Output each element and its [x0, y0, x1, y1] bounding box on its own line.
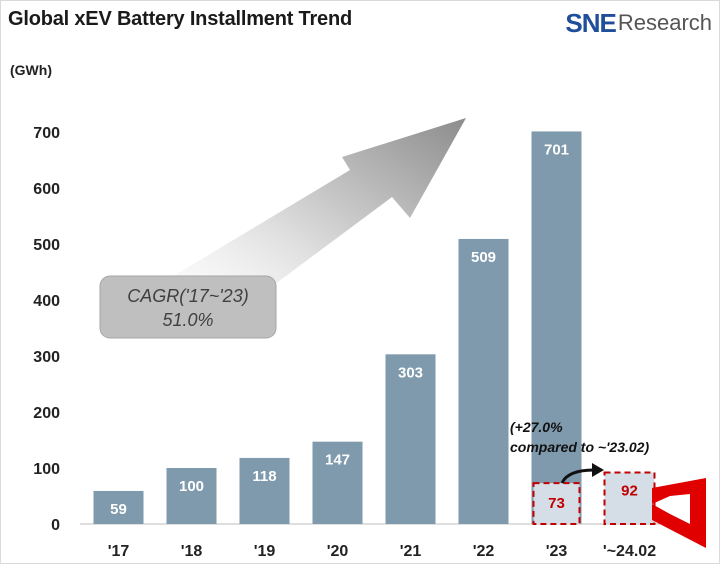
x-tick-label: '22	[473, 543, 495, 560]
bar-value-label: 147	[325, 452, 350, 469]
bar-value-label: 303	[398, 364, 423, 381]
comparison-bar-value-label: 73	[548, 495, 565, 512]
bar-value-label: 100	[179, 478, 204, 495]
y-tick-label: 400	[33, 293, 60, 310]
y-axis-unit-label: (GWh)	[10, 62, 52, 78]
bar	[93, 490, 144, 524]
comparison-arrow	[560, 468, 595, 484]
cagr-callout: CAGR('17~'23) 51.0%	[99, 275, 277, 339]
bar-value-label: 701	[544, 141, 569, 158]
comparison-arrowhead	[592, 463, 604, 477]
y-axis: 0 100 200 300 400 500 600 700	[33, 125, 60, 534]
logo-brand-text: SNE	[565, 7, 616, 38]
y-tick-label: 200	[33, 405, 60, 422]
cagr-label: CAGR('17~'23)	[127, 286, 248, 306]
x-tick-label: '23	[546, 543, 568, 560]
bar-value-label: 509	[471, 249, 496, 266]
bars: 59 100 118 147 303 509 701 92 73	[93, 131, 656, 526]
comparison-bar	[533, 483, 580, 524]
comparison-bar-outline	[532, 482, 581, 525]
x-tick-label: '17	[108, 543, 130, 560]
bar	[531, 131, 582, 524]
highlight-marker	[652, 478, 706, 548]
bar	[239, 457, 290, 524]
y-tick-label: 0	[51, 517, 60, 534]
chart-title: Global xEV Battery Installment Trend	[8, 8, 353, 30]
cagr-box	[99, 275, 277, 339]
y-tick-label: 500	[33, 237, 60, 254]
x-tick-label: '21	[400, 543, 422, 560]
logo-name-text: Research	[617, 10, 712, 35]
cagr-value: 51.0%	[162, 310, 213, 330]
growth-annotation: (+27.0% compared to ~'23.02)	[510, 419, 649, 484]
y-tick-label: 100	[33, 461, 60, 478]
y-tick-label: 700	[33, 125, 60, 142]
bar	[604, 472, 655, 524]
bar-value-label: 92	[621, 482, 638, 499]
bar	[312, 441, 363, 524]
x-tick-label: '18	[181, 543, 203, 560]
y-tick-label: 600	[33, 181, 60, 198]
bar	[458, 238, 509, 524]
growth-comparison-label: compared to ~'23.02)	[510, 439, 649, 455]
bar-value-label: 59	[110, 501, 127, 518]
x-tick-label: '~24.02	[603, 543, 656, 560]
x-tick-label: '19	[254, 543, 276, 560]
sne-research-logo: SNE Research	[565, 6, 712, 40]
bar	[385, 354, 436, 524]
x-axis: '17 '18 '19 '20 '21 '22 '23 '~24.02	[108, 543, 657, 560]
bar-value-label: 118	[252, 468, 276, 485]
x-tick-label: '20	[327, 543, 349, 560]
bar	[166, 468, 217, 524]
growth-percent-label: (+27.0%	[510, 419, 563, 435]
y-tick-label: 300	[33, 349, 60, 366]
